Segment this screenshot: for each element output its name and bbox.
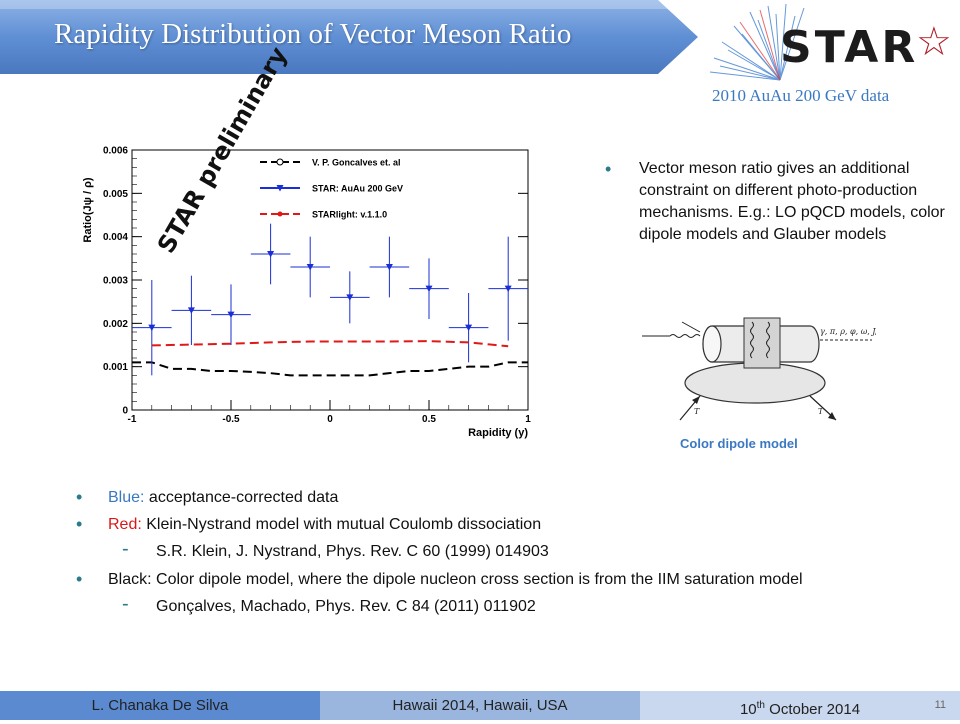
legend-marker xyxy=(277,211,283,217)
star-glyph-icon: ☆ xyxy=(916,20,952,64)
sub-bullet-black-ref: - Gonçalves, Machado, Phys. Rev. C 84 (2… xyxy=(70,593,870,617)
black-text: Black: Color dipole model, where the dip… xyxy=(108,571,803,588)
dataset-subtitle: 2010 AuAu 200 GeV data xyxy=(712,86,890,105)
data-point xyxy=(385,264,393,271)
legend-marker xyxy=(276,185,284,192)
legend-entry: V. P. Goncalves et. al xyxy=(312,158,401,168)
x-tick-label: -0.5 xyxy=(222,414,240,425)
footer-date-day: 10 xyxy=(739,701,757,718)
data-point xyxy=(148,324,156,332)
blue-label: Blue: xyxy=(108,489,145,506)
bullet-icon: • xyxy=(605,159,612,179)
sub-bullet-red-ref: - S.R. Klein, J. Nystrand, Phys. Rev. C … xyxy=(70,538,870,562)
bullet-black: • Black: Color dipole model, where the d… xyxy=(70,569,870,590)
title-banner xyxy=(0,0,698,74)
data-point xyxy=(267,251,275,258)
red-text: Klein-Nystrand model with mutual Coulomb… xyxy=(141,516,542,533)
dash-icon: - xyxy=(122,593,129,615)
bullet-icon: • xyxy=(76,569,83,589)
star-logo-icon xyxy=(709,3,805,81)
footer-date-suffix: th xyxy=(756,700,765,711)
y-tick-label: 0.001 xyxy=(103,362,128,373)
bullet-list: • Blue: acceptance-corrected data • Red:… xyxy=(70,487,870,625)
bullet-icon: • xyxy=(76,514,83,534)
red-label: Red: xyxy=(108,516,142,533)
dash-icon: - xyxy=(122,538,129,560)
legend-marker xyxy=(276,158,284,166)
diagram-label-t-right: T xyxy=(818,407,824,416)
data-point xyxy=(306,264,314,271)
black-reference: Gonçalves, Machado, Phys. Rev. C 84 (201… xyxy=(156,598,536,615)
page-number: 11 xyxy=(934,699,946,711)
color-dipole-diagram: γ, π, ρ, φ, ω, J/ψ T T xyxy=(642,317,876,421)
dipole-caption: Color dipole model xyxy=(680,436,798,451)
data-point xyxy=(504,285,512,293)
star-logo-text: STAR xyxy=(780,22,919,73)
data-point xyxy=(227,311,235,319)
slide-title: Rapidity Distribution of Vector Meson Ra… xyxy=(54,18,572,50)
y-axis-label: Ratio(Jψ / ρ) xyxy=(82,177,94,243)
x-tick-label: -1 xyxy=(128,414,137,425)
y-tick-label: 0.005 xyxy=(103,189,128,200)
footer-venue: Hawaii 2014, Hawaii, USA xyxy=(320,691,640,720)
y-tick-label: 0.003 xyxy=(103,276,128,287)
footer: L. Chanaka De Silva Hawaii 2014, Hawaii,… xyxy=(0,691,960,720)
ratio-chart: 0 0.001 0.002 0.003 0.004 0.005 0.006 -1 -0.5 0 0.… xyxy=(82,146,531,440)
y-tick-label: 0.002 xyxy=(103,319,128,330)
data-point xyxy=(465,324,473,332)
series-line-0 xyxy=(132,361,528,377)
bullet-icon: • xyxy=(76,487,83,507)
x-tick-label: 0.5 xyxy=(422,414,436,425)
legend-entry: STAR: AuAu 200 GeV xyxy=(312,184,403,194)
footer-date-rest: October 2014 xyxy=(764,701,861,718)
y-tick-label: 0 xyxy=(122,406,128,417)
x-tick-label: 0 xyxy=(327,414,333,425)
footer-author: L. Chanaka De Silva xyxy=(0,691,320,720)
red-reference: S.R. Klein, J. Nystrand, Phys. Rev. C 60… xyxy=(156,543,549,560)
y-tick-label: 0.004 xyxy=(103,232,128,243)
diagram-label-t-left: T xyxy=(694,407,700,416)
right-bullet-text: Vector meson ratio gives an additional c… xyxy=(639,160,945,243)
data-point xyxy=(187,307,195,314)
x-axis-label: Rapidity (y) xyxy=(468,427,528,439)
diagram-particles-label: γ, π, ρ, φ, ω, J/ψ xyxy=(820,327,876,336)
right-bullet: • Vector meson ratio gives an additional… xyxy=(605,158,945,246)
legend-entry: STARlight: v.1.1.0 xyxy=(312,210,387,220)
data-point xyxy=(346,294,354,301)
footer-date: 10th October 2014 11 xyxy=(640,691,960,720)
data-point xyxy=(425,285,433,293)
bullet-blue: • Blue: acceptance-corrected data xyxy=(70,487,870,508)
series-line-2 xyxy=(151,340,509,348)
y-tick-label: 0.006 xyxy=(103,146,128,157)
blue-text: acceptance-corrected data xyxy=(144,489,339,506)
x-tick-label: 1 xyxy=(525,414,531,425)
bullet-red: • Red: Klein-Nystrand model with mutual … xyxy=(70,514,870,535)
